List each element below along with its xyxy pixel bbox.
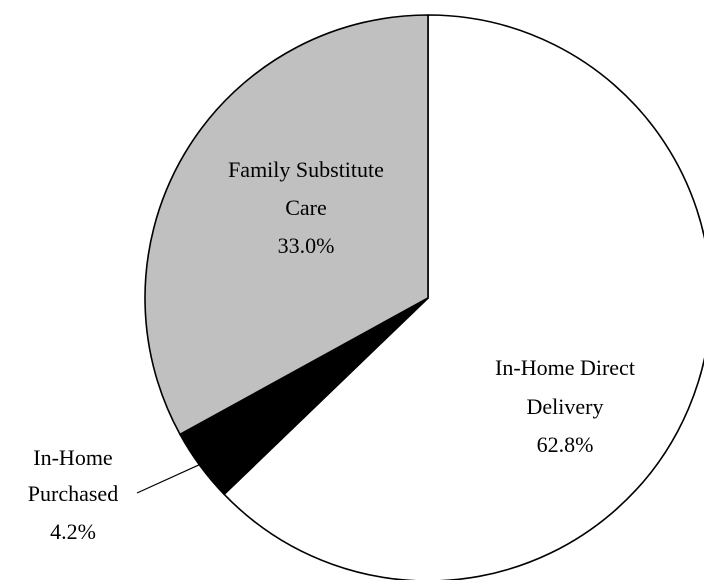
slice-label-family-substitute-care: Family Substitute — [228, 157, 384, 182]
pie-slice-direct-delivery — [223, 14, 704, 580]
slice-value-family-substitute-care: 33.0% — [278, 233, 335, 258]
pie-slices — [144, 14, 704, 580]
pie-slice-family-substitute-care — [144, 14, 429, 436]
slice-value-in-home-purchased: 4.2% — [50, 519, 96, 544]
slice-label-direct-delivery-line2: Delivery — [527, 394, 604, 419]
slice-label-in-home-purchased-line2: Purchased — [28, 481, 118, 506]
slice-value-direct-delivery: 62.8% — [537, 432, 594, 457]
slice-label-family-substitute-care-line2: Care — [285, 195, 327, 220]
in-home-purchased-leader-line — [136, 461, 206, 494]
slice-label-direct-delivery: In-Home Direct — [495, 355, 635, 380]
slice-label-in-home-purchased: In-Home — [33, 445, 112, 470]
